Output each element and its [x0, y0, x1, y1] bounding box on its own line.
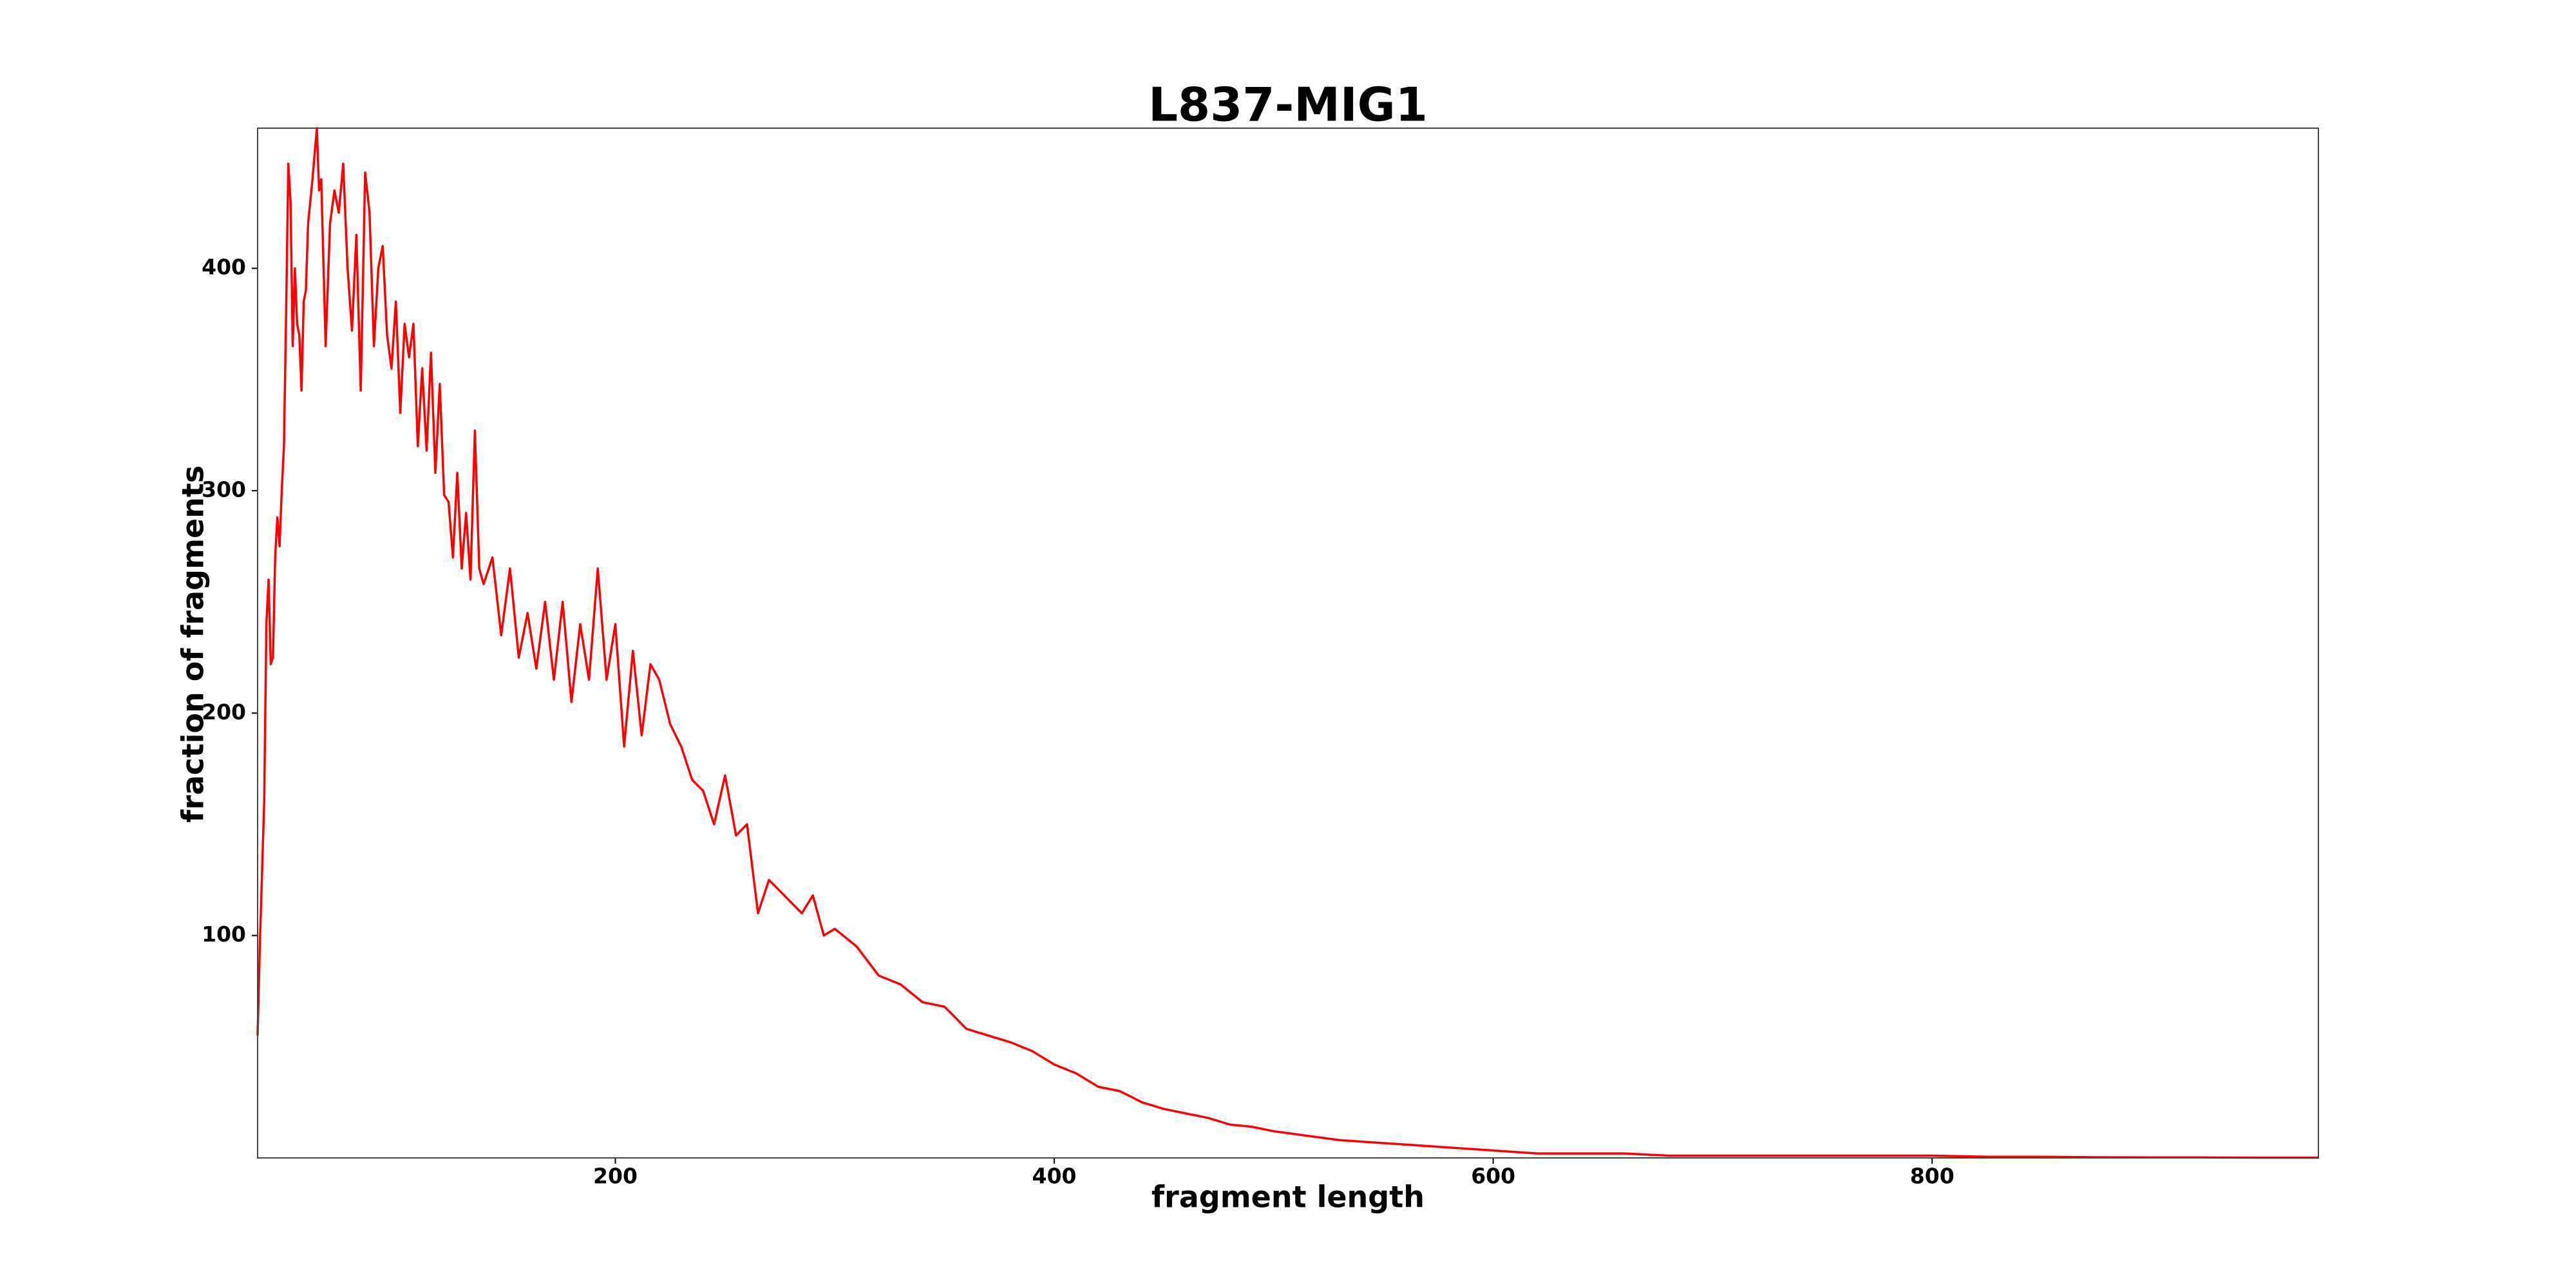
chart-title: L837-MIG1 — [1148, 78, 1428, 132]
x-tick-label: 400 — [1032, 1164, 1077, 1189]
y-tick-label: 300 — [202, 477, 246, 502]
data-line — [256, 127, 2318, 1159]
x-tick-label: 600 — [1471, 1164, 1515, 1189]
y-tick-label: 400 — [202, 254, 246, 279]
plot-frame — [257, 128, 2319, 1159]
y-tick-label: 200 — [202, 699, 246, 724]
y-axis-label: fraction of fragments — [176, 466, 211, 823]
x-tick-label: 200 — [593, 1164, 638, 1189]
x-axis-label: fragment length — [1151, 1180, 1425, 1215]
x-tick-label: 800 — [1910, 1164, 1955, 1189]
y-tick-label: 100 — [202, 922, 246, 947]
